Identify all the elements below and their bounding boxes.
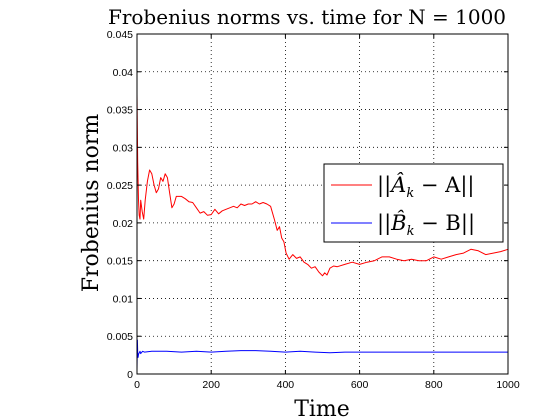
x-tick-label: 600 [351,379,369,391]
legend-label-1: ||Âk − A|| [377,173,474,201]
y-axis-label: Frobenius norm [79,114,104,293]
chart-title: Frobenius norms vs. time for N = 1000 [108,5,506,29]
y-tick-label: 0.02 [113,218,134,230]
y-tick-label: 0.035 [107,105,133,117]
tick-labels: 0 200 400 600 800 1000 0 0.005 0.01 0.015 0.02 0.02… [107,29,520,391]
x-tick-label: 800 [425,379,443,391]
series-line-1 [136,94,509,277]
y-tick-label: 0.04 [113,67,134,79]
y-tick-label: 0 [127,369,133,381]
series-layer [136,94,509,371]
y-tick-label: 0.03 [113,142,134,154]
x-tick-label: 400 [277,379,295,391]
legend: ||Âk − A|| ||B̂k − B|| [323,163,504,243]
y-tick-label: 0.005 [107,331,133,343]
y-tick-label: 0.045 [107,29,133,41]
x-tick-label: 0 [134,379,140,391]
ticks [136,33,509,375]
x-tick-label: 1000 [496,379,520,391]
legend-label-2: ||B̂k − B|| [377,211,475,239]
x-axis-label: Time [294,397,350,420]
y-tick-label: 0.025 [107,180,133,192]
y-tick-label: 0.01 [113,293,134,305]
grid [137,34,508,374]
y-tick-label: 0.015 [107,256,133,268]
plot-frame [136,33,509,375]
series-line-2 [136,339,508,371]
x-tick-label: 200 [202,379,220,391]
legend-box [323,163,504,243]
